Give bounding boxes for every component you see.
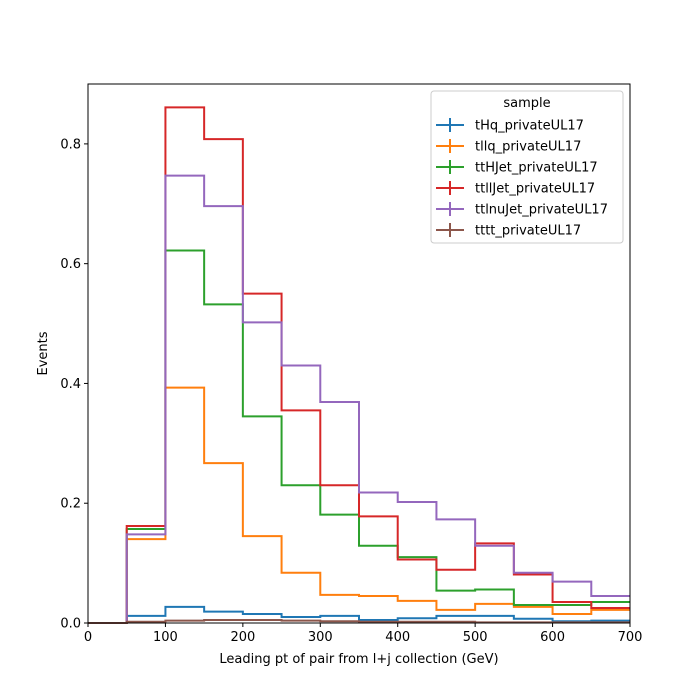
legend-label: tHq_privateUL17 <box>475 119 584 134</box>
legend-label: ttHJet_privateUL17 <box>475 161 598 176</box>
legend-box <box>430 90 624 244</box>
x-tick-label: 300 <box>308 630 333 645</box>
y-tick-label: 0.0 <box>60 617 81 632</box>
legend-entry: ttllJet_privateUL17 <box>436 181 595 197</box>
legend-title: sample <box>503 96 550 111</box>
legend-entry: tHq_privateUL17 <box>436 118 584 134</box>
legend-label: ttlnuJet_privateUL17 <box>475 203 608 218</box>
x-tick-label: 400 <box>385 630 410 645</box>
series-layer <box>88 106 630 624</box>
legend-entry: tttt_privateUL17 <box>436 223 581 239</box>
legend-label: tttt_privateUL17 <box>475 224 581 239</box>
series-line-tllq-privateul17 <box>88 386 630 624</box>
legend-entry: ttHJet_privateUL17 <box>436 160 598 176</box>
x-axis-title: Leading pt of pair from l+j collection (… <box>219 652 498 667</box>
legend-entry: ttlnuJet_privateUL17 <box>436 202 608 218</box>
x-tick-label: 0 <box>84 630 92 645</box>
x-tick-label: 700 <box>618 630 643 645</box>
x-tick-label: 100 <box>153 630 178 645</box>
x-tick-label: 600 <box>540 630 565 645</box>
series-line-ttlnujet-privateul17 <box>88 174 630 624</box>
y-tick-label: 0.6 <box>60 257 81 272</box>
y-tick-label: 0.2 <box>60 497 81 512</box>
y-tick-label: 0.8 <box>60 137 81 152</box>
x-tick-label: 500 <box>463 630 488 645</box>
legend: sample tHq_privateUL17 tllq_privateUL17tt… <box>430 90 624 244</box>
legend-label: tllq_privateUL17 <box>475 140 581 155</box>
legend-entry: tllq_privateUL17 <box>436 139 581 155</box>
series-line-thq-privateul17 <box>88 605 630 624</box>
series-line-ttlljet-privateul17 <box>88 106 630 624</box>
y-axis-ticks: 0.0 0.2 0.4 0.6 0.8 <box>60 137 88 632</box>
x-axis-ticks: 0 100 200 300 400 500 600 700 <box>84 623 643 645</box>
legend-label: ttllJet_privateUL17 <box>475 182 595 197</box>
x-tick-label: 200 <box>230 630 255 645</box>
series-line-tttt-privateul17 <box>88 619 630 624</box>
axes-frame <box>87 83 631 624</box>
y-tick-label: 0.4 <box>60 377 81 392</box>
legend-entries: tHq_privateUL17 tllq_privateUL17 ttHJet_pr… <box>436 118 608 239</box>
y-axis-title: Events <box>36 331 51 375</box>
